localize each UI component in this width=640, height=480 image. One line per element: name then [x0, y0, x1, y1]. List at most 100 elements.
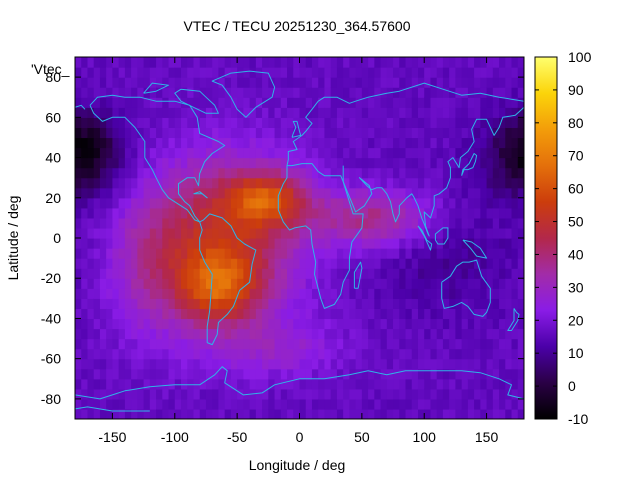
tec-cell: [386, 187, 394, 199]
tec-cell: [218, 348, 226, 360]
tec-cell: [386, 378, 394, 390]
tec-cell: [517, 358, 524, 370]
tec-cell: [162, 358, 170, 370]
tec-cell: [455, 117, 463, 128]
tec-cell: [262, 288, 269, 299]
tec-cell: [480, 288, 488, 299]
tec-cell: [355, 408, 363, 419]
tec-cell: [417, 197, 425, 209]
tec-cell: [193, 358, 201, 370]
tec-cell: [442, 388, 450, 400]
tec-cell: [505, 348, 513, 360]
tec-cell: [299, 288, 307, 299]
tec-cell: [474, 348, 481, 360]
tec-cell: [131, 248, 138, 259]
tec-cell: [505, 308, 513, 320]
tec-cell: [305, 318, 313, 330]
tec-cell: [93, 398, 101, 410]
tec-cell: [517, 408, 524, 419]
tec-cell: [287, 288, 294, 299]
tec-cell: [143, 278, 151, 289]
tec-cell: [224, 67, 232, 78]
tec-cell: [399, 308, 407, 320]
tec-cell: [199, 408, 207, 419]
tec-cell: [361, 308, 369, 320]
tec-cell: [467, 338, 475, 350]
tec-cell: [293, 358, 301, 370]
tec-cell: [162, 318, 170, 330]
tec-cell: [436, 167, 444, 179]
tec-cell: [430, 328, 438, 340]
tec-cell: [212, 408, 220, 419]
tec-cell: [162, 368, 170, 380]
tec-cell: [343, 318, 350, 330]
tec-cell: [467, 157, 475, 169]
tec-cell: [417, 67, 425, 78]
tec-cell: [480, 177, 488, 189]
tec-cell: [118, 288, 126, 299]
tec-cell: [461, 318, 469, 330]
tec-cell: [112, 137, 120, 149]
tec-cell: [137, 217, 145, 229]
tec-cell: [480, 348, 488, 360]
tec-cell: [299, 117, 307, 128]
tec-cell: [280, 107, 288, 118]
tec-cell: [87, 378, 95, 390]
tec-cell: [255, 227, 263, 239]
tec-cell: [274, 238, 282, 249]
tec-cell: [237, 177, 244, 189]
tec-cell: [361, 137, 369, 149]
tec-cell: [411, 338, 419, 350]
tec-cell: [417, 248, 425, 259]
tec-cell: [287, 177, 294, 189]
tec-cell: [349, 177, 357, 189]
tec-cell: [430, 217, 438, 229]
tec-cell: [174, 248, 182, 259]
tec-cell: [149, 318, 157, 330]
tec-cell: [405, 258, 413, 269]
tec-cell: [75, 328, 82, 340]
tec-cell: [143, 157, 151, 169]
tec-cell: [131, 197, 138, 209]
tec-cell: [436, 107, 444, 118]
tec-cell: [349, 127, 357, 139]
tec-cell: [368, 398, 375, 410]
tec-cell: [187, 137, 195, 149]
tec-cell: [187, 358, 195, 370]
tec-cell: [336, 258, 344, 269]
tec-cell: [149, 398, 157, 410]
tec-cell: [380, 107, 388, 118]
tec-cell: [280, 57, 288, 68]
tec-cell: [124, 398, 132, 410]
tec-cell: [143, 217, 151, 229]
tec-cell: [486, 227, 494, 239]
tec-cell: [336, 368, 344, 380]
tec-cell: [505, 278, 513, 289]
tec-cell: [143, 238, 151, 249]
tec-cell: [467, 227, 475, 239]
tec-cell: [311, 197, 319, 209]
tec-cell: [162, 268, 170, 279]
tec-cell: [305, 338, 313, 350]
tec-cell: [480, 167, 488, 179]
tec-cell: [330, 368, 338, 380]
tec-cell: [330, 197, 338, 209]
tec-cell: [137, 308, 145, 320]
tec-cell: [230, 177, 238, 189]
tec-cell: [430, 177, 438, 189]
tec-cell: [449, 207, 457, 219]
tec-cell: [118, 278, 126, 289]
tec-cell: [81, 97, 89, 108]
tec-cell: [149, 308, 157, 320]
tec-cell: [224, 358, 232, 370]
tec-cell: [162, 348, 170, 360]
tec-cell: [118, 117, 126, 128]
tec-cell: [218, 197, 226, 209]
tec-cell: [280, 248, 288, 259]
tec-cell: [311, 187, 319, 199]
tec-cell: [274, 388, 282, 400]
tec-cell: [349, 137, 357, 149]
tec-cell: [349, 147, 357, 159]
tec-cell: [187, 258, 195, 269]
